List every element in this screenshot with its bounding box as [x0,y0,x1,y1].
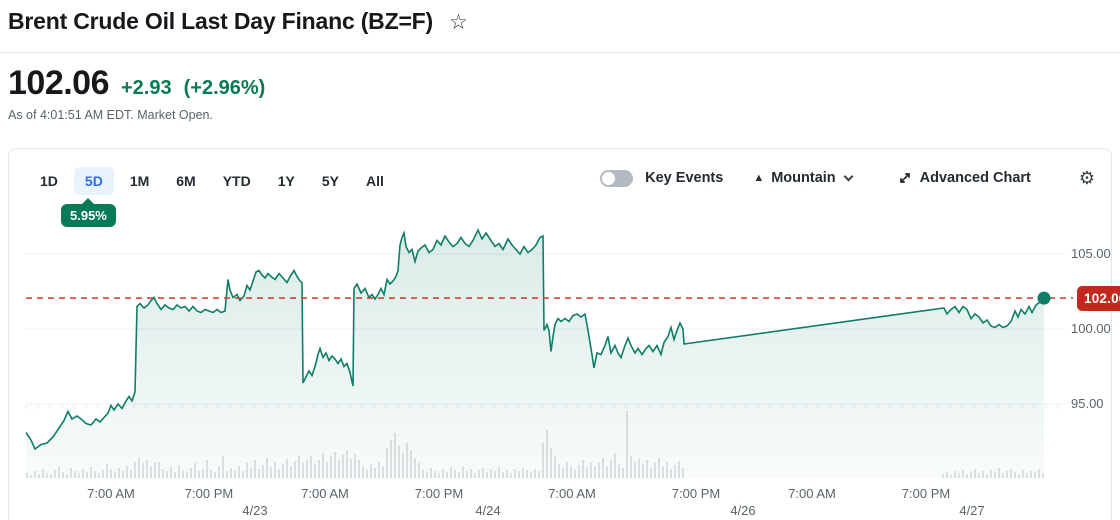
key-events-label: Key Events [645,170,724,186]
mountain-icon: ▲ [753,171,765,184]
chart-type-label: Mountain [771,170,836,186]
range-tab-1Y[interactable]: 1Y [277,173,295,189]
settings-gear-icon[interactable]: ⚙ [1078,168,1095,188]
last-price-dot [1037,291,1051,305]
x-time-label: 7:00 PM [671,486,721,501]
toggle-knob [602,171,616,185]
range-tab-6M[interactable]: 6M [176,173,196,189]
range-change-badge: 5.95% [61,198,116,227]
x-time-label: 7:00 PM [184,486,234,501]
x-time-label: 7:00 AM [87,486,135,501]
x-date-label: 4/27 [959,503,985,518]
x-date-label: 4/26 [730,503,756,518]
page-title: Brent Crude Oil Last Day Financ (BZ=F) [8,8,433,34]
advanced-chart-button[interactable]: Advanced Chart [898,170,1031,186]
x-date-label: 4/23 [242,503,268,518]
x-time-label: 7:00 AM [548,486,596,501]
current-price-tag: 102.06 [1077,285,1120,311]
key-events-toggle[interactable] [600,169,634,187]
chart-type-dropdown[interactable]: ▲ Mountain [753,170,854,186]
advanced-chart-label: Advanced Chart [919,170,1031,186]
range-tab-5D[interactable]: 5D [73,167,114,195]
range-tab-1M[interactable]: 1M [129,173,150,189]
header-divider [0,52,1120,53]
x-time-label: 7:00 PM [901,486,951,501]
chart-card: 1D 5D 1M 6M YTD 1Y 5Y All 5.95% Key Events ▲ Mo… [8,148,1120,520]
y-tick-label: 100.00 [1071,321,1111,336]
chart-canvas[interactable] [9,149,1113,520]
key-events-control[interactable]: Key Events [600,169,724,187]
x-time-label: 7:00 AM [788,486,836,501]
price-change-percent: (+2.96%) [183,77,266,99]
y-tick-label: 105.00 [1071,246,1111,261]
x-date-label: 4/24 [475,503,501,518]
y-tick-label: 95.00 [1071,396,1104,411]
price-area-fill [26,230,1044,478]
x-time-label: 7:00 AM [301,486,349,501]
as-of-text: As of 4:01:51 AM EDT. Market Open. [8,108,213,122]
range-tab-YTD[interactable]: YTD [222,173,251,189]
expand-diagonal-icon [899,173,910,183]
price-change: +2.93 [121,77,172,99]
price-line [25,228,1045,451]
last-price: 102.06 [8,64,110,102]
chart-controls: Key Events ▲ Mountain Advanced Chart ⚙ [600,169,1095,187]
range-tab-5Y[interactable]: 5Y [321,173,339,189]
range-tab-1D[interactable]: 1D [40,173,58,189]
price-chart[interactable]: 105.00 100.00 95.00 7:00 AM 7:00 PM 7:00 AM 7… [9,149,1120,520]
range-tab-All[interactable]: All [365,173,384,189]
range-tabs: 1D 5D 1M 6M YTD 1Y 5Y All [29,167,395,195]
x-time-label: 7:00 PM [414,486,464,501]
star-icon[interactable]: ☆ [449,11,468,34]
